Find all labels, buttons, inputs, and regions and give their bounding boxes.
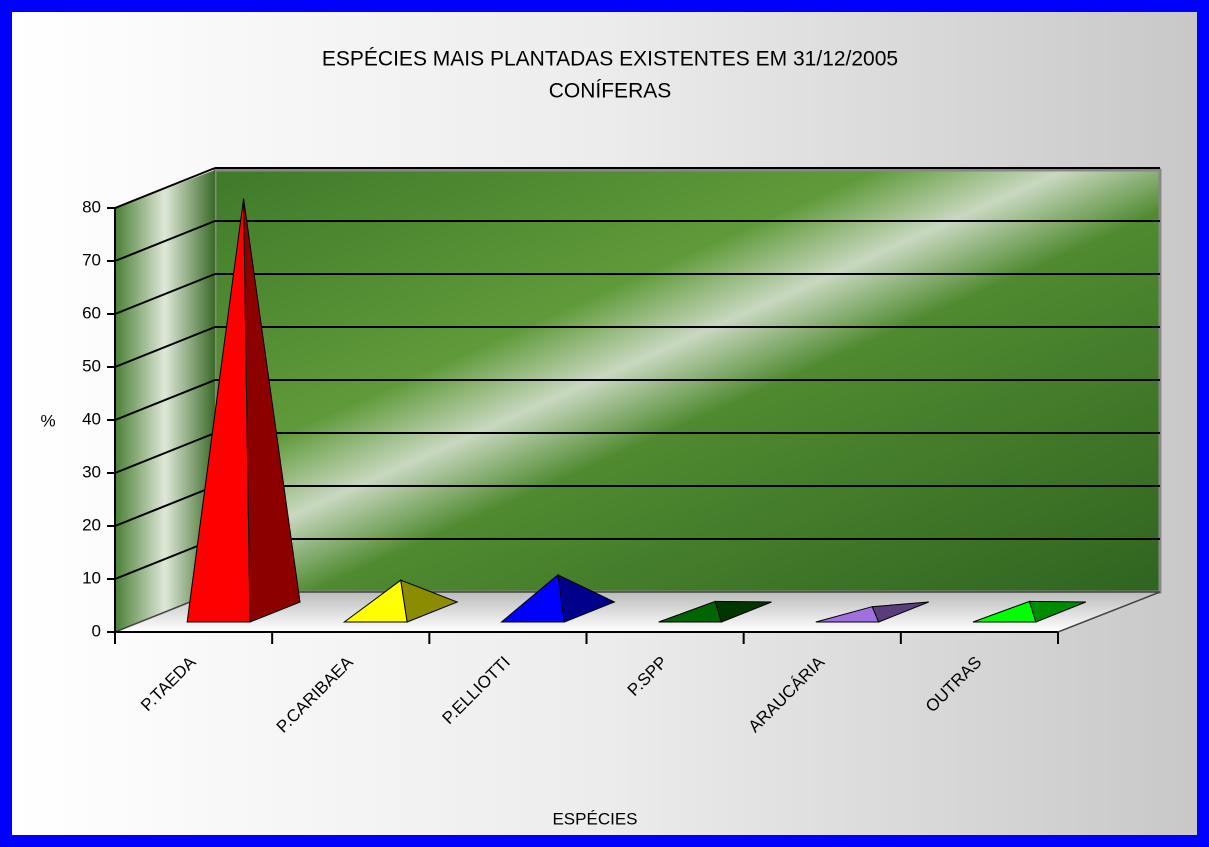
pyramid-side (871, 601, 929, 623)
grid-line (114, 485, 216, 527)
y-tick-label: 50 (82, 356, 101, 375)
pyramid-side (714, 600, 772, 623)
grid-line (114, 273, 216, 315)
y-tick-label: 10 (82, 568, 101, 587)
y-axis-label: % (40, 411, 55, 430)
y-tick-label: 30 (82, 462, 101, 481)
pyramid (972, 600, 1087, 623)
pyramid-side (243, 198, 301, 623)
grid-line (114, 167, 216, 209)
x-axis-label: ESPÉCIES (552, 809, 637, 828)
pyramid-side (557, 574, 616, 623)
chart-subtitle: CONÍFERAS (549, 80, 672, 103)
y-tick-label: 20 (82, 515, 101, 534)
grid-line (114, 220, 216, 262)
y-tick-label: 60 (82, 303, 101, 322)
grid-line (114, 326, 216, 368)
pyramid-side (400, 579, 459, 623)
pyramid (186, 198, 301, 623)
grid-line (114, 379, 216, 421)
pyramid (815, 601, 929, 623)
y-tick-label: 40 (82, 409, 101, 428)
y-tick-label: 80 (82, 197, 101, 216)
pyramid (500, 573, 616, 623)
pyramid-side (1028, 600, 1087, 623)
grid-line (114, 432, 216, 474)
y-tick-label: 70 (82, 250, 101, 269)
pyramid (342, 579, 459, 623)
y-tick-label: 0 (92, 621, 101, 640)
pyramid (658, 600, 772, 623)
chart-title: ESPÉCIES MAIS PLANTADAS EXISTENTES EM 31… (322, 48, 898, 71)
